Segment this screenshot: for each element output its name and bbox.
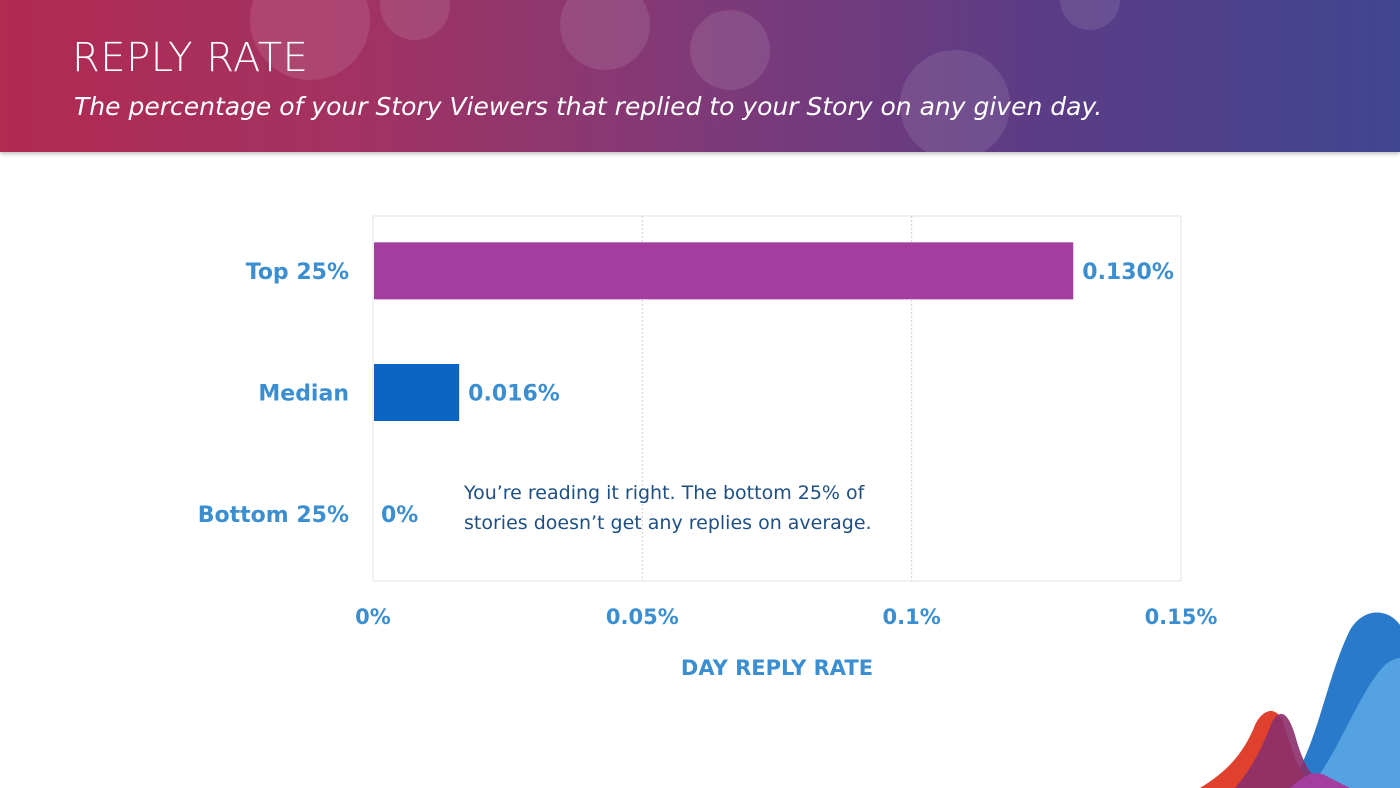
bokeh-decoration <box>560 0 650 70</box>
x-tick-label: 0.05% <box>606 605 679 629</box>
value-label: 0% <box>381 503 418 528</box>
category-label: Median <box>258 382 349 407</box>
category-label: Bottom 25% <box>198 503 349 528</box>
x-tick-label: 0% <box>355 605 391 629</box>
decorative-waves-graphic <box>1200 612 1400 788</box>
x-tick-label: 0.15% <box>1145 605 1218 629</box>
chart-annotation: You’re reading it right. The bottom 25% … <box>464 482 872 534</box>
x-axis-title: DAY REPLY RATE <box>681 656 873 680</box>
bokeh-decoration <box>900 50 1010 152</box>
bokeh-decoration <box>690 10 770 90</box>
bar-median <box>374 364 460 421</box>
category-label: Top 25% <box>246 260 349 285</box>
page-title: REPLY RATE <box>72 35 309 81</box>
value-label: 0.130% <box>1082 260 1174 285</box>
bar-top-25- <box>374 242 1074 300</box>
page-subtitle: The percentage of your Story Viewers tha… <box>74 92 1103 121</box>
value-label: 0.016% <box>468 382 560 407</box>
header-banner: REPLY RATE The percentage of your Story … <box>0 0 1400 152</box>
plot-area-frame <box>372 215 1182 582</box>
x-tick-label: 0.1% <box>883 605 941 629</box>
